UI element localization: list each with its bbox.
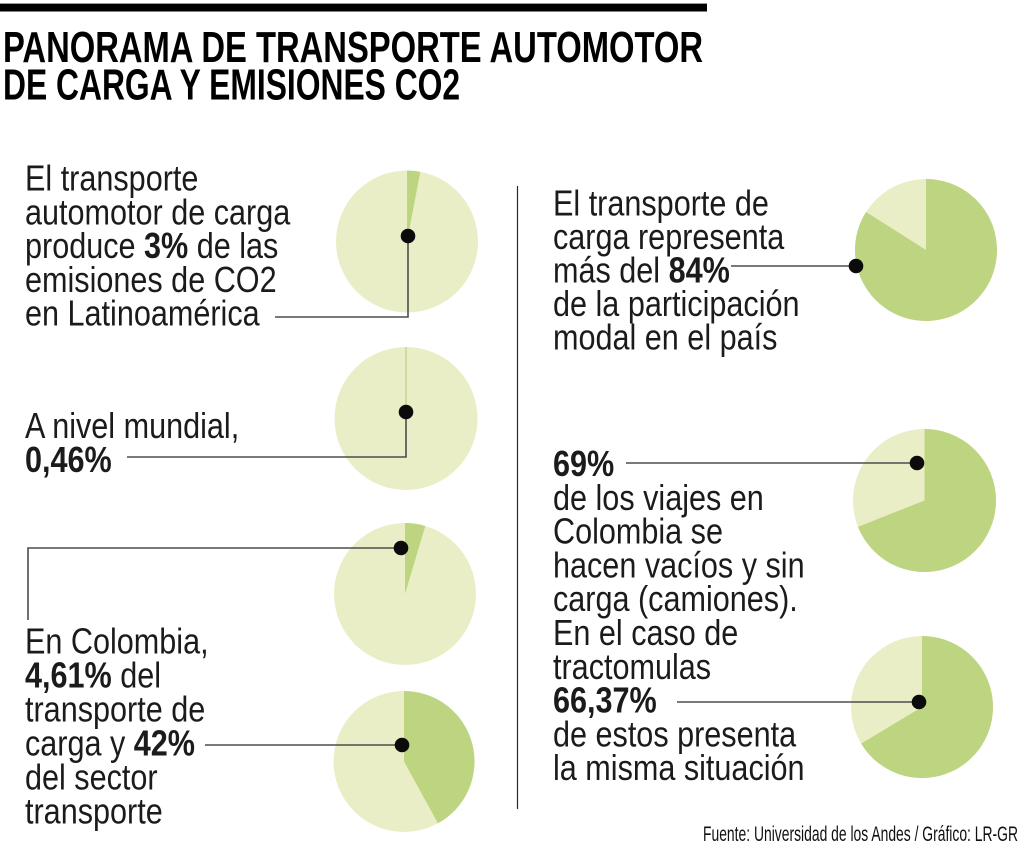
svg-text:de los viajes en: de los viajes en [553,479,764,519]
svg-text:PANORAMA DE TRANSPORTE AUTOMOT: PANORAMA DE TRANSPORTE AUTOMOTOR [3,23,703,72]
svg-text:hacen vacíos y sin: hacen vacíos y sin [553,546,805,586]
svg-text:El transporte: El transporte [25,159,198,199]
svg-text:En el caso de: En el caso de [553,614,738,654]
svg-text:carga (camiones).: carga (camiones). [553,580,798,620]
svg-text:0,46%: 0,46% [25,441,112,481]
svg-text:DE CARGA Y EMISIONES CO2: DE CARGA Y EMISIONES CO2 [3,61,460,110]
svg-text:del sector: del sector [25,758,158,798]
svg-text:emisiones de CO2: emisiones de CO2 [25,261,277,301]
svg-text:de estos presenta: de estos presenta [553,715,797,755]
svg-text:en Latinoamérica: en Latinoamérica [25,294,260,334]
svg-text:Colombia se: Colombia se [553,512,723,552]
svg-text:Fuente: Universidad de los And: Fuente: Universidad de los Andes / Gráfi… [703,822,1018,846]
svg-text:A nivel mundial,: A nivel mundial, [25,407,239,447]
svg-text:la misma situación: la misma situación [553,749,805,789]
svg-text:tractomulas: tractomulas [553,648,711,688]
svg-text:más del 84%: más del 84% [553,251,730,291]
svg-text:El transporte de: El transporte de [553,184,769,224]
svg-text:produce 3% de las: produce 3% de las [25,227,278,267]
svg-text:66,37%: 66,37% [553,681,657,721]
svg-text:En Colombia,: En Colombia, [25,622,209,662]
svg-text:transporte de: transporte de [25,690,205,730]
svg-text:automotor de carga: automotor de carga [25,193,291,233]
svg-text:de la participación: de la participación [553,285,800,325]
svg-text:carga y 42%: carga y 42% [25,724,195,764]
svg-text:4,61% del: 4,61% del [25,656,161,696]
svg-text:carga representa: carga representa [553,218,785,258]
svg-text:69%: 69% [553,445,614,485]
svg-text:transporte: transporte [25,792,163,832]
svg-text:modal en el país: modal en el país [553,318,777,358]
